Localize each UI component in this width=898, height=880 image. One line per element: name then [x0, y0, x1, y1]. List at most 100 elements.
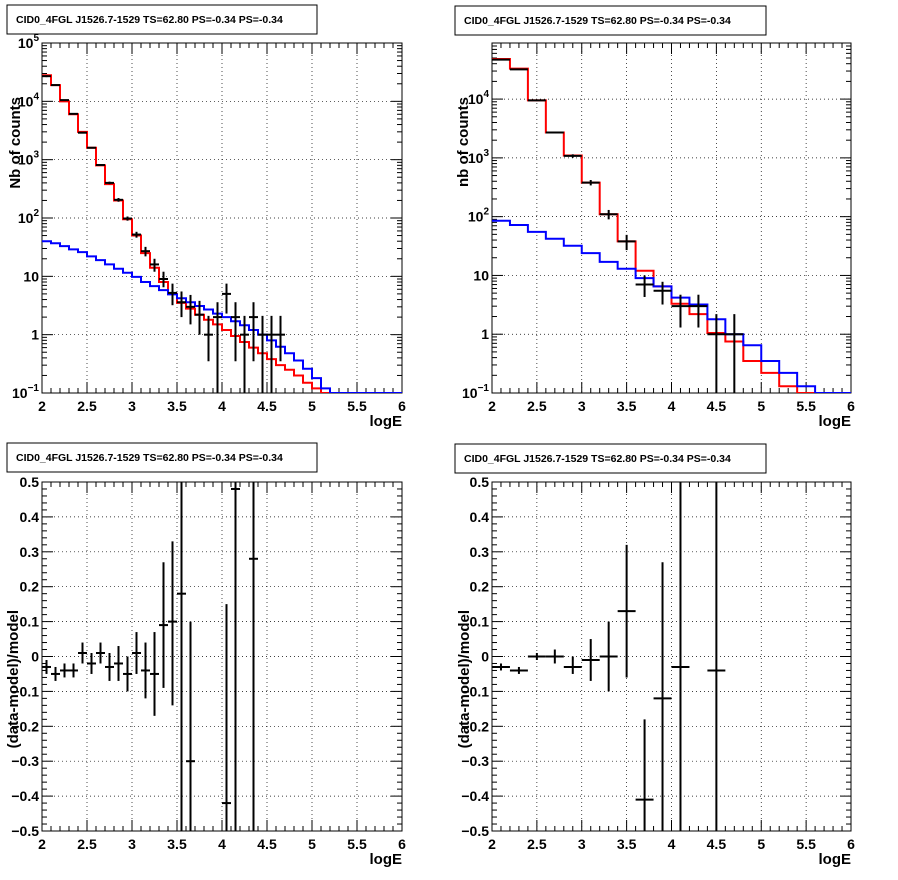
x-tick-label: 3.5 [617, 398, 637, 414]
chart-title: CID0_4FGL J1526.7-1529 TS=62.80 PS=-0.34… [464, 453, 731, 465]
x-tick-label: 2.5 [77, 836, 97, 852]
y-tick-label: 10 [473, 267, 489, 283]
chart-title: CID0_4FGL J1526.7-1529 TS=62.80 PS=-0.34… [16, 14, 283, 26]
chart-title: CID0_4FGL J1526.7-1529 TS=62.80 PS=-0.34… [16, 452, 283, 464]
x-axis-label: logE [370, 413, 403, 430]
x-tick-label: 3.5 [617, 836, 637, 852]
data-point [563, 154, 582, 158]
data-point [231, 482, 240, 831]
x-tick-label: 4 [218, 398, 226, 414]
title-box [6, 442, 318, 473]
x-tick-label: 6 [847, 836, 855, 852]
data-point [563, 656, 582, 674]
x-tick-label: 5 [757, 398, 765, 414]
data-point [509, 666, 528, 674]
x-tick-label: 2 [488, 398, 496, 414]
x-tick-label: 2 [38, 398, 46, 414]
data-point [689, 294, 708, 328]
data-point [69, 112, 78, 115]
x-tick-label: 3 [128, 398, 136, 414]
data-point [60, 99, 69, 102]
y-tick-label: −0.5 [11, 823, 39, 839]
data-point [150, 632, 159, 716]
y-tick-label: 0.2 [20, 579, 40, 595]
y-tick-label: −0.4 [11, 788, 39, 804]
y-tick-label: 0.1 [470, 614, 490, 630]
data-point [42, 659, 51, 674]
data-point [276, 315, 285, 362]
y-tick-label: 0.4 [20, 509, 40, 525]
x-tick-label: 4.5 [257, 398, 277, 414]
x-axis-label: logE [370, 851, 403, 868]
data-point [599, 209, 618, 220]
data-point [132, 632, 141, 674]
title-box [454, 5, 767, 36]
data-point [249, 302, 258, 362]
data-point [96, 642, 105, 664]
data-point [87, 653, 96, 674]
series-step-2 [492, 219, 851, 393]
data-point [671, 294, 690, 328]
x-tick-label: 3.5 [167, 398, 187, 414]
x-tick-label: 5 [308, 398, 316, 414]
chart-panel-3: CID0_4FGL J1526.7-1529 TS=62.80 PS=-0.34… [5, 442, 406, 868]
y-tick-label: −0.4 [461, 788, 489, 804]
data-point [617, 544, 636, 678]
data-point [195, 300, 204, 335]
data-point [114, 198, 123, 202]
x-tick-label: 4.5 [257, 836, 277, 852]
data-point [222, 283, 231, 314]
data-point [78, 131, 87, 134]
x-tick-label: 5.5 [347, 398, 367, 414]
x-axis-label: logE [819, 413, 852, 430]
y-tick-label: 0 [481, 649, 489, 665]
data-point [123, 656, 132, 692]
data-point [258, 315, 267, 393]
data-point [653, 281, 672, 305]
y-axis-label: Nb of counts [7, 97, 24, 189]
data-point [240, 315, 249, 393]
data-point [267, 315, 276, 393]
data-point [249, 482, 258, 831]
y-tick-label: 103 [18, 150, 40, 168]
data-point [177, 482, 186, 831]
y-tick-label: 10−1 [462, 383, 489, 401]
data-point [725, 314, 744, 393]
y-tick-label: −0.2 [11, 718, 39, 734]
data-point [105, 181, 114, 185]
x-tick-label: 3 [578, 398, 586, 414]
data-point [527, 99, 546, 102]
y-tick-label: 1 [481, 326, 489, 342]
data-point [707, 482, 726, 831]
data-point [599, 621, 618, 692]
y-tick-label: 104 [18, 91, 40, 109]
data-point [617, 234, 636, 251]
x-tick-label: 5 [757, 836, 765, 852]
data-point [78, 642, 87, 664]
y-tick-label: 103 [468, 148, 490, 166]
data-point [492, 58, 510, 61]
chart-panel-2: CID0_4FGL J1526.7-1529 TS=62.80 PS=-0.34… [454, 5, 855, 430]
data-point [581, 180, 600, 186]
data-point [168, 541, 177, 706]
data-point [177, 291, 186, 318]
x-tick-label: 4.5 [707, 398, 727, 414]
x-tick-label: 4.5 [707, 836, 727, 852]
data-point [60, 663, 69, 678]
x-tick-label: 3.5 [167, 836, 187, 852]
y-axis-label: (data-model)/model [456, 610, 473, 748]
x-axis-label: logE [819, 851, 852, 868]
y-tick-label: 10 [23, 268, 39, 284]
x-tick-label: 4 [668, 836, 676, 852]
data-point [204, 315, 213, 362]
y-tick-label: 104 [468, 89, 490, 107]
data-point [159, 271, 168, 288]
y-tick-label: 0.3 [470, 544, 490, 560]
y-tick-label: 0.3 [20, 544, 40, 560]
x-tick-label: 4 [668, 398, 676, 414]
data-point [671, 482, 690, 831]
data-point [653, 562, 672, 831]
x-tick-label: 6 [398, 398, 406, 414]
data-point [545, 649, 564, 664]
